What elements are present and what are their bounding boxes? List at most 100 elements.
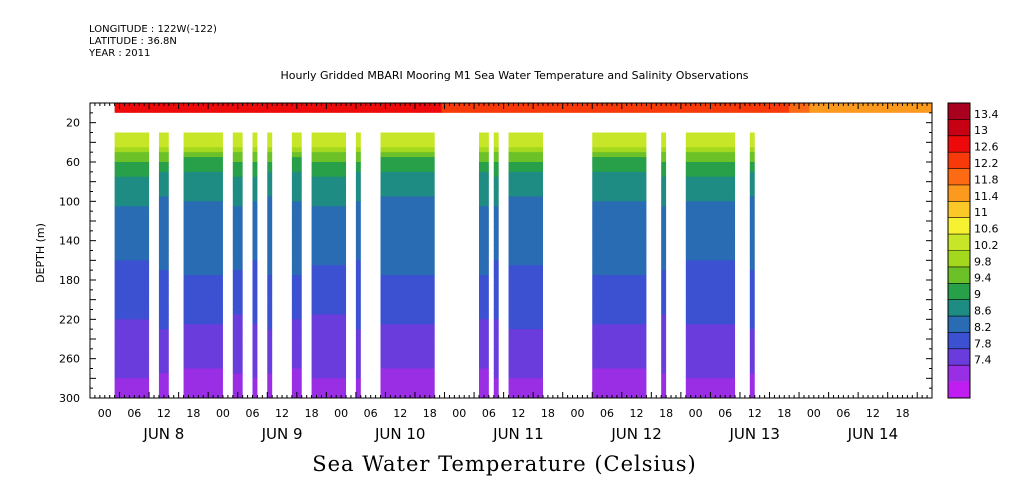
temperature-cell — [252, 221, 258, 227]
temperature-cell — [493, 363, 499, 369]
temperature-cell — [252, 270, 258, 276]
temperature-cell — [508, 368, 544, 374]
temperature-cell — [355, 393, 361, 399]
temperature-cell — [311, 309, 347, 315]
temperature-cell — [508, 152, 544, 158]
temperature-cell — [661, 137, 667, 143]
temperature-cell — [267, 304, 273, 310]
temperature-cell — [493, 201, 499, 207]
temperature-cell — [749, 235, 755, 242]
colorbar-label: 12.2 — [974, 157, 999, 170]
temperature-cell — [291, 211, 302, 217]
temperature-cell — [291, 284, 302, 291]
x-tick-label: 00 — [334, 407, 348, 420]
temperature-cell — [592, 201, 647, 207]
temperature-cell — [232, 260, 243, 266]
temperature-cell — [114, 265, 150, 271]
temperature-cell — [232, 221, 243, 227]
temperature-cell — [355, 201, 361, 207]
temperature-cell — [493, 245, 499, 251]
temperature-cell — [158, 299, 169, 305]
temperature-cell — [592, 211, 647, 217]
temperature-cell — [311, 393, 347, 399]
temperature-cell — [267, 358, 273, 364]
temperature-cell — [183, 275, 223, 281]
temperature-cell — [183, 240, 223, 246]
temperature-cell — [478, 358, 489, 364]
temperature-cell — [158, 216, 169, 222]
temperature-cell — [478, 211, 489, 217]
x-day-label: JUN 13 — [728, 425, 779, 443]
temperature-cell — [493, 289, 499, 296]
temperature-cell — [252, 363, 258, 369]
colorbar-label: 13 — [974, 124, 988, 137]
temperature-cell — [478, 255, 489, 261]
x-tick-label: 00 — [98, 407, 112, 420]
temperature-cell — [183, 343, 223, 350]
temperature-cell — [267, 393, 273, 399]
temperature-cell — [508, 275, 544, 281]
temperature-cell — [114, 324, 150, 330]
temperature-cell — [291, 348, 302, 355]
temperature-cell — [685, 289, 736, 296]
surface-band-cell — [625, 103, 647, 113]
temperature-cell — [232, 206, 243, 212]
temperature-cell — [232, 280, 243, 286]
chart-title: Hourly Gridded MBARI Mooring M1 Sea Wate… — [280, 69, 749, 82]
surface-band-cell — [237, 103, 259, 113]
temperature-cell — [380, 176, 435, 183]
temperature-cell — [311, 368, 347, 374]
temperature-cell — [749, 216, 755, 222]
temperature-cell — [311, 339, 347, 345]
temperature-cell — [355, 255, 361, 261]
temperature-cell — [749, 388, 755, 394]
temperature-cell — [478, 225, 489, 232]
temperature-cell — [311, 201, 347, 207]
temperature-cell — [508, 343, 544, 350]
temperature-cell — [291, 255, 302, 261]
temperature-cell — [380, 348, 435, 355]
temperature-cell — [749, 186, 755, 192]
temperature-cell — [355, 289, 361, 296]
temperature-cell — [661, 191, 667, 197]
temperature-cell — [592, 255, 647, 261]
temperature-cell — [291, 304, 302, 310]
temperature-cell — [749, 329, 755, 335]
temperature-cell — [232, 304, 243, 310]
temperature-cell — [355, 388, 361, 394]
temperature-cell — [508, 314, 544, 320]
temperature-cell — [267, 260, 273, 266]
x-tick-label: 18 — [541, 407, 555, 420]
temperature-cell — [592, 191, 647, 197]
temperature-cell — [685, 260, 736, 266]
temperature-cell — [592, 289, 647, 296]
temperature-cell — [311, 329, 347, 335]
temperature-cell — [685, 216, 736, 222]
temperature-cell — [252, 304, 258, 310]
temperature-cell — [252, 378, 258, 384]
temperature-cell — [592, 147, 647, 153]
temperature-cell — [493, 176, 499, 183]
temperature-cell — [291, 171, 302, 178]
temperature-cell — [252, 166, 258, 173]
temperature-cell — [232, 166, 243, 173]
temperature-cell — [252, 334, 258, 340]
temperature-cell — [661, 348, 667, 355]
temperature-cell — [661, 147, 667, 153]
temperature-cell — [183, 196, 223, 202]
temperature-cell — [508, 240, 544, 246]
surface-band-cell — [891, 103, 913, 113]
temperature-cell — [232, 245, 243, 251]
temperature-cell — [508, 280, 544, 286]
temperature-cell — [252, 280, 258, 286]
temperature-cell — [380, 186, 435, 192]
temperature-cell — [232, 157, 243, 163]
temperature-cell — [183, 294, 223, 301]
temperature-cell — [380, 166, 435, 173]
temperature-cell — [685, 157, 736, 163]
temperature-cell — [380, 284, 435, 291]
colorbar-label: 9 — [974, 288, 981, 301]
temperature-cell — [114, 191, 150, 197]
temperature-cell — [158, 294, 169, 301]
temperature-cell — [749, 240, 755, 246]
